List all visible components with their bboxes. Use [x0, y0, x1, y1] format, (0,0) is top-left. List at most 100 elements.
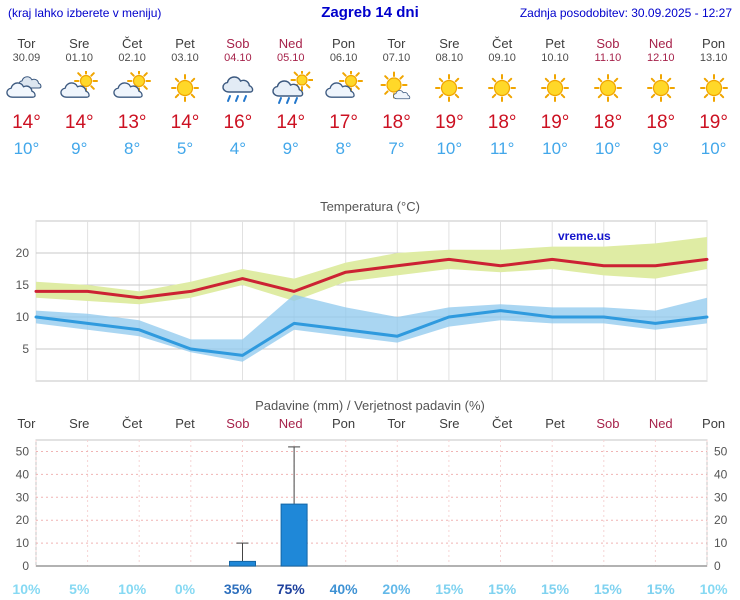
day-column-sob-11.10[interactable]: Sob 11.10 18° 10° [581, 32, 634, 159]
day-name: Tor [387, 36, 406, 51]
day-column-sob-04.10[interactable]: Sob 04.10 16° 4° [211, 32, 264, 159]
day-column-pon-13.10[interactable]: Pon 13.10 19° 10° [687, 32, 740, 159]
precip-probability-row: 10% 5% 10% 0% 35% 75% 40% 20% 15% 15% 15% 15% 15% 10% [0, 581, 740, 597]
temperature-chart-plot: 5 10 15 20 [0, 217, 740, 390]
sunny-icon [687, 69, 740, 109]
day-date: 09.10 [488, 52, 516, 64]
day-column-čet-02.10[interactable]: Čet 02.10 13° 8° [106, 32, 159, 159]
temperature-section: Temperatura (°C) vreme.us 5 10 15 20 [0, 199, 740, 390]
svg-text:0: 0 [714, 559, 721, 573]
page-header: (kraj lahko izberete v meniju) Zagreb 14… [0, 0, 740, 24]
precip-probability: 5% [69, 581, 90, 597]
day-max-temp: 14° [64, 112, 94, 133]
precip-probability: 40% [329, 581, 358, 597]
day-column-tor-07.10[interactable]: Tor 07.10 18° 7° [370, 32, 423, 159]
day-name: Pet [175, 36, 195, 51]
precip-probability: 10% [118, 581, 147, 597]
day-date: 03.10 [171, 52, 199, 64]
partly-icon [53, 69, 106, 109]
day-date: 10.10 [541, 52, 569, 64]
day-date: 08.10 [435, 52, 464, 64]
svg-text:20: 20 [714, 513, 728, 527]
precip-day-label: Pon [702, 416, 726, 431]
day-min-temp: 4° [229, 139, 246, 158]
day-date: 13.10 [699, 52, 728, 64]
sunny-icon [159, 69, 212, 109]
day-max-temp: 17° [329, 112, 358, 133]
precip-day-label: Ned [648, 416, 673, 431]
day-name: Pon [332, 36, 356, 51]
day-column-tor-30.09[interactable]: Tor 30.09 14° 10° [0, 32, 53, 159]
day-name: Sre [439, 36, 460, 51]
precip-probability: 15% [435, 581, 464, 597]
day-column-pet-10.10[interactable]: Pet 10.10 19° 10° [529, 32, 582, 159]
day-min-temp: 10° [436, 139, 463, 158]
sunny-icon [581, 69, 634, 109]
precip-day-label: Tor [387, 416, 406, 431]
precip-day-label: Čet [492, 416, 513, 431]
location-menu-note: (kraj lahko izberete v meniju) [8, 6, 162, 20]
sunny-icon [476, 69, 529, 109]
day-min-temp: 10° [542, 139, 568, 158]
mostly-sunny-icon [370, 69, 423, 109]
precip-probability: 0% [174, 581, 196, 597]
day-name: Pet [545, 36, 565, 51]
day-name: Ned [278, 36, 303, 51]
day-column-pet-03.10[interactable]: Pet 03.10 14° 5° [159, 32, 212, 159]
svg-text:10: 10 [16, 536, 30, 550]
precip-probability: 15% [541, 581, 570, 597]
day-max-temp: 18° [646, 112, 676, 133]
svg-text:30: 30 [16, 490, 30, 504]
svg-text:40: 40 [714, 467, 728, 481]
svg-text:5: 5 [22, 342, 29, 356]
day-column-pon-06.10[interactable]: Pon 06.10 17° 8° [317, 32, 370, 159]
day-column-ned-05.10[interactable]: Ned 05.10 14° 9° [264, 32, 317, 159]
precip-day-label: Pon [332, 416, 356, 431]
day-min-temp: 5° [176, 139, 194, 158]
day-min-temp: 9° [282, 139, 299, 158]
day-name: Čet [492, 36, 513, 51]
partly-icon [317, 69, 370, 109]
day-min-temp: 10° [13, 139, 40, 158]
svg-text:20: 20 [16, 246, 30, 260]
day-max-temp: 19° [540, 112, 570, 133]
day-max-temp: 14° [170, 112, 200, 133]
day-date: 11.10 [594, 52, 622, 64]
day-column-čet-09.10[interactable]: Čet 09.10 18° 11° [476, 32, 529, 159]
day-name: Pon [702, 36, 726, 51]
partly-icon [106, 69, 159, 109]
svg-text:30: 30 [714, 490, 728, 504]
day-name: Tor [17, 36, 36, 51]
svg-text:40: 40 [16, 467, 30, 481]
temperature-chart-title: Temperatura (°C) [320, 199, 420, 214]
day-min-temp: 7° [388, 139, 405, 158]
day-min-temp: 10° [595, 139, 621, 158]
sunny-icon [634, 69, 687, 109]
day-column-sre-01.10[interactable]: Sre 01.10 14° 9° [53, 32, 106, 159]
day-name: Čet [122, 36, 143, 51]
day-max-temp: 19° [699, 112, 728, 133]
precip-probability: 35% [223, 581, 252, 597]
precip-day-label: Ned [278, 416, 303, 431]
day-date: 06.10 [329, 52, 358, 64]
precip-probability: 15% [646, 581, 675, 597]
day-column-sre-08.10[interactable]: Sre 08.10 19° 10° [423, 32, 476, 159]
day-max-temp: 18° [382, 112, 411, 133]
precip-probability: 15% [593, 581, 622, 597]
precipitation-chart-title: Padavine (mm) / Verjetnost padavin (%) [255, 398, 485, 413]
precip-day-label: Sob [596, 416, 620, 431]
svg-text:0: 0 [22, 559, 29, 573]
precip-probability: 10% [12, 581, 41, 597]
svg-text:15: 15 [16, 278, 30, 292]
day-max-temp: 18° [487, 112, 517, 133]
svg-text:20: 20 [16, 513, 30, 527]
day-max-temp: 19° [434, 112, 464, 133]
day-date: 07.10 [382, 52, 411, 64]
svg-text:10: 10 [16, 310, 30, 324]
precip-day-label: Pet [545, 416, 565, 431]
precipitation-chart-plot: 0 0 10 10 20 20 30 30 40 40 50 50 [0, 436, 740, 579]
day-max-temp: 14° [12, 112, 41, 133]
day-column-ned-12.10[interactable]: Ned 12.10 18° 9° [634, 32, 687, 159]
svg-text:10: 10 [714, 536, 728, 550]
